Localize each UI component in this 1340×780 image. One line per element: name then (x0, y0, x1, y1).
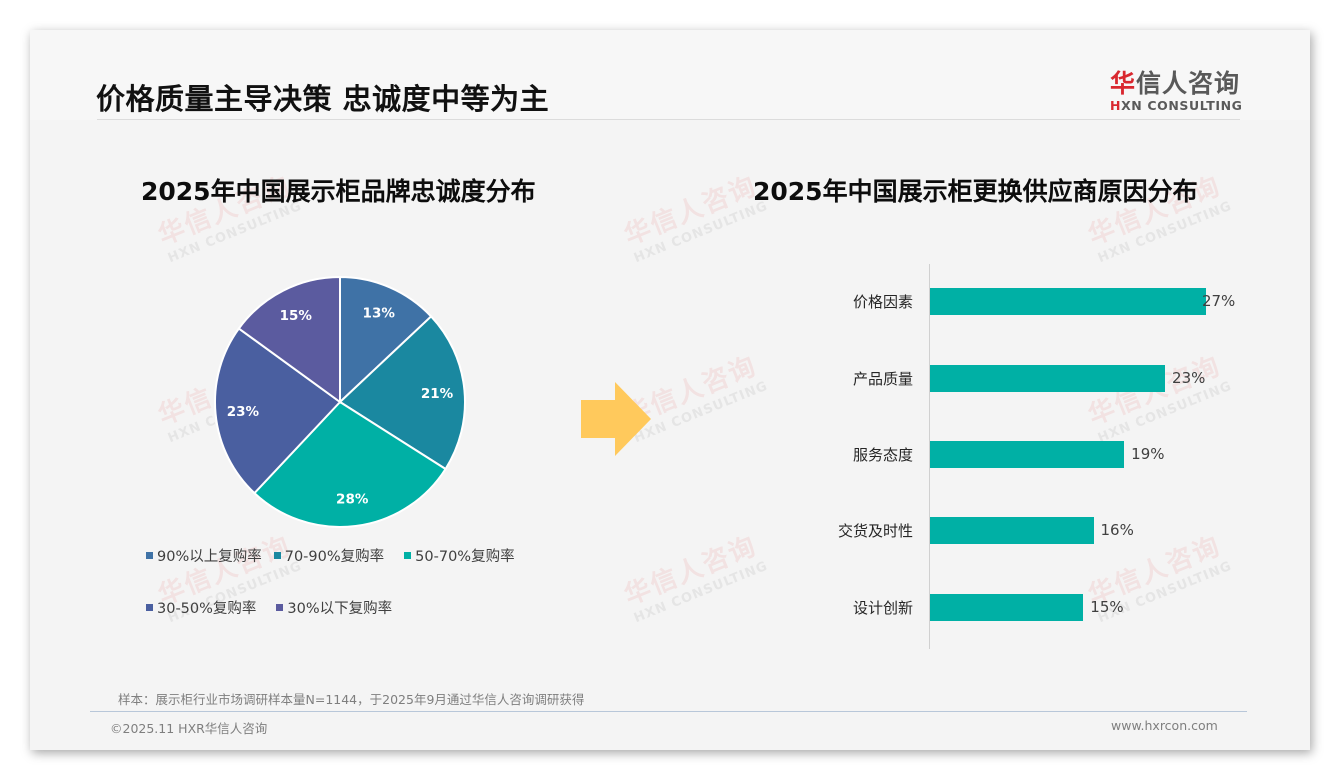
pie-slice-label: 23% (227, 404, 260, 420)
pie-slice-label: 21% (421, 386, 454, 402)
bar (930, 288, 1206, 315)
loyalty-pie-chart: 13% 21% 28% 23% 15% (214, 275, 466, 528)
legend-swatch (404, 551, 412, 559)
bar (930, 365, 1166, 392)
website-link[interactable]: www.hxrcon.com (1111, 718, 1218, 733)
pie-slice (339, 275, 433, 405)
legend-swatch (276, 603, 284, 611)
bar-value-label: 19% (1131, 445, 1165, 463)
bar-chart-title: 2025年中国展示柜更换供应商原因分布 (753, 177, 1198, 206)
right-arrow-icon (581, 382, 651, 456)
footer-divider (90, 711, 1247, 712)
bar-value-label: 15% (1090, 598, 1124, 616)
legend-row: 30-50%复购率 30%以下复购率 (146, 594, 566, 620)
pie-slice (237, 275, 341, 404)
pie-legend: 90%以上复购率 70-90%复购率 50-70%复购率 30-50%复购率 3… (146, 542, 566, 646)
legend-swatch (146, 551, 153, 559)
logo-en: HXN CONSULTING (1110, 98, 1250, 113)
legend-label: 70-90%复购率 (284, 548, 385, 565)
page-title: 价格质量主导决策 忠诚度中等为主 (96, 82, 550, 116)
bar-chart-axis (929, 264, 930, 649)
pie-chart-title: 2025年中国展示柜品牌忠诚度分布 (141, 177, 536, 206)
pie-slice-label: 28% (336, 492, 369, 508)
bar (930, 441, 1125, 468)
pie-slice (253, 400, 447, 528)
legend-item: 70-90%复购率 (273, 545, 385, 566)
legend-item: 90%以上复购率 (146, 545, 262, 566)
pie-slice-label: 15% (280, 308, 313, 324)
bar-value-label: 23% (1172, 369, 1206, 387)
pie-slice (214, 327, 342, 495)
bar-category-label: 交货及时性 (837, 522, 913, 540)
bar-category-label: 价格因素 (852, 293, 913, 311)
bar-category-label: 产品质量 (852, 370, 913, 388)
logo-cn-first: 华 (1110, 69, 1137, 98)
bar-value-label: 27% (1201, 292, 1236, 310)
bar-row: 产品质量 23% (770, 365, 1310, 392)
pie-slice-label: 13% (363, 306, 396, 322)
logo-cn-rest: 信人咨询 (1136, 69, 1241, 98)
legend-swatch (146, 603, 153, 611)
bar (930, 517, 1094, 544)
legend-item: 30-50%复购率 (146, 597, 256, 618)
legend-label: 90%以上复购率 (157, 548, 262, 565)
bar-row: 价格因素 27% (770, 288, 1310, 315)
slide: 价格质量主导决策 忠诚度中等为主 华信人咨询 HXN CONSULTING 华信… (30, 30, 1310, 750)
logo-en-mark: H (1110, 98, 1122, 113)
logo-en-rest: XN CONSULTING (1121, 98, 1243, 113)
legend-label: 30-50%复购率 (157, 600, 257, 617)
bar-row: 设计创新 15% (770, 594, 1310, 621)
bar-row: 交货及时性 16% (770, 517, 1310, 544)
bar-row: 服务态度 19% (770, 441, 1310, 468)
brand-logo: 华信人咨询 HXN CONSULTING (1110, 64, 1250, 113)
sample-note: 样本：展示柜行业市场调研样本量N=1144，于2025年9月通过华信人咨询调研获… (118, 692, 585, 707)
legend-item: 50-70%复购率 (404, 545, 515, 566)
pie-slice (338, 315, 466, 471)
legend-item: 30%以下复购率 (276, 597, 392, 618)
copyright: ©2025.11 HXR华信人咨询 (110, 721, 268, 736)
bar-category-label: 设计创新 (852, 599, 913, 617)
legend-label: 30%以下复购率 (287, 600, 393, 617)
bar (930, 594, 1084, 621)
bar-category-label: 服务态度 (852, 446, 913, 464)
legend-label: 50-70%复购率 (415, 548, 515, 565)
slide-header-band (30, 30, 1310, 120)
legend-swatch (273, 551, 281, 559)
legend-row: 90%以上复购率 70-90%复购率 50-70%复购率 (146, 542, 566, 568)
logo-cn: 华信人咨询 (1110, 64, 1250, 100)
bar-value-label: 16% (1100, 521, 1134, 539)
title-divider (97, 119, 1240, 120)
